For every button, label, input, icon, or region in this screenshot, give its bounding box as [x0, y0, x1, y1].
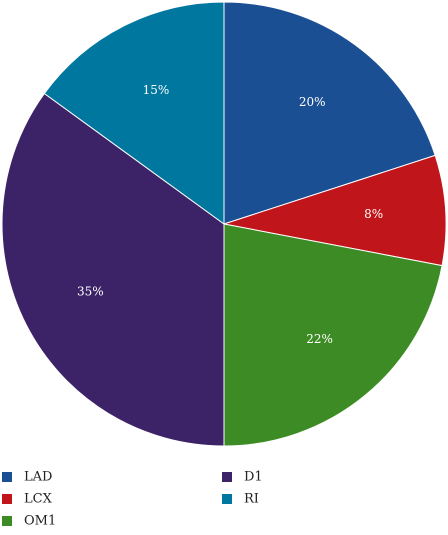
- legend-label-om1: OM1: [24, 514, 56, 529]
- legend-swatch-om1: [2, 516, 12, 526]
- pie-slice-om1: [223, 223, 443, 447]
- legend-label-d1: D1: [244, 470, 263, 485]
- pie-slice-d1: [1, 92, 225, 447]
- pie-slice-ri: [43, 1, 225, 225]
- legend-swatch-d1: [222, 472, 232, 482]
- pie-slice-lad: [223, 1, 436, 225]
- legend-swatch-ri: [222, 494, 232, 504]
- legend-swatch-lad: [2, 472, 12, 482]
- legend-label-lad: LAD: [24, 470, 52, 485]
- pie-slices: [1, 1, 447, 447]
- legend-label-lcx: LCX: [24, 492, 53, 507]
- slice-label-lad: 20%: [299, 95, 326, 109]
- legend-swatch-lcx: [2, 494, 12, 504]
- pie-slice-lcx: [223, 154, 447, 267]
- legend-label-ri: RI: [244, 492, 259, 507]
- slice-label-d1: 35%: [77, 285, 104, 299]
- legend: LAD D1 LCX RI OM1: [2, 470, 263, 529]
- pie-slice-labels: 20% 8% 22% 35% 15%: [77, 83, 383, 346]
- slice-label-ri: 15%: [143, 83, 170, 97]
- slice-label-lcx: 8%: [364, 207, 383, 221]
- slice-label-om1: 22%: [306, 332, 333, 346]
